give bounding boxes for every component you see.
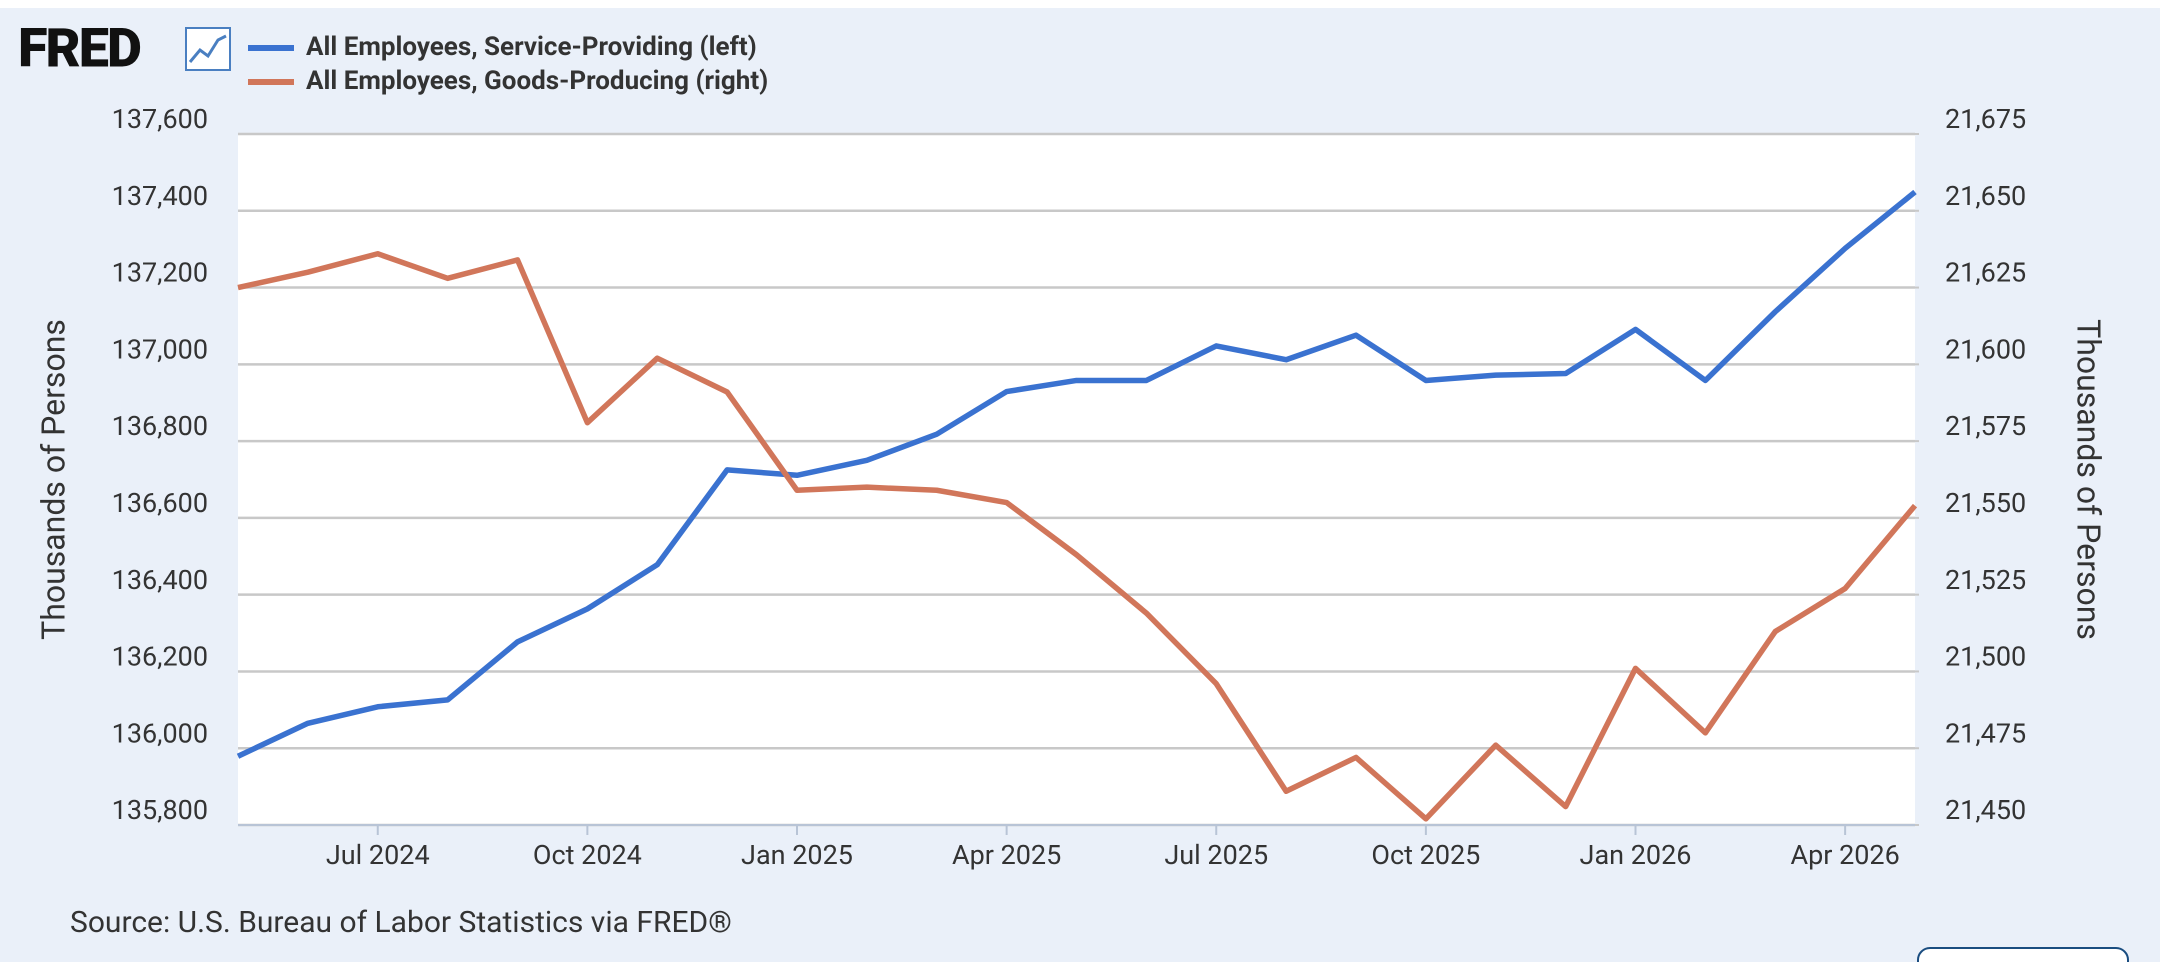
x-tick-label: Jul 2024	[326, 839, 430, 871]
x-tick-label: Oct 2025	[1371, 839, 1480, 871]
y2-tick-label: 21,525	[1945, 564, 2026, 596]
source: Source: U.S. Bureau of Labor Statistics …	[70, 905, 732, 940]
y-tick-label: 136,000	[112, 717, 208, 749]
y2-tick-label: 21,550	[1945, 487, 2026, 519]
x-tick-label: Apr 2025	[952, 839, 1061, 871]
legend-label: All Employees, Goods-Producing (right)	[306, 66, 768, 96]
y2-tick-label: 21,500	[1945, 641, 2026, 673]
x-tick-label: Oct 2024	[533, 839, 642, 871]
button[interactable]	[1917, 947, 2129, 962]
series-line	[237, 251, 1918, 822]
y2-tick-label: 21,650	[1945, 180, 2026, 212]
y-axis-title: Thousands of Persons	[34, 319, 72, 640]
y2-tick-label: 21,675	[1945, 103, 2026, 135]
y-tick-label: 136,800	[112, 410, 208, 442]
y2-tick-label: 21,575	[1945, 410, 2026, 442]
series-line	[236, 189, 1917, 759]
x-tick-label: Apr 2026	[1790, 839, 1899, 871]
y-tick-label: 137,200	[112, 257, 208, 289]
x-tick-label: Jan 2026	[1580, 839, 1692, 871]
y-tick-label: 136,200	[112, 641, 208, 673]
x-tick-label: Jul 2025	[1164, 839, 1268, 871]
y-tick-label: 137,000	[112, 333, 208, 365]
logo: FRED	[18, 17, 141, 80]
y2-tick-label: 21,450	[1945, 794, 2026, 826]
legend-label: All Employees, Service-Providing (left)	[306, 32, 757, 62]
y2-tick-label: 21,600	[1945, 333, 2026, 365]
x-tick-label: Jan 2025	[741, 839, 853, 871]
y-tick-label: 135,800	[112, 794, 208, 826]
y2-tick-label: 21,625	[1945, 257, 2026, 289]
logo-icon	[185, 27, 231, 71]
y-tick-label: 136,600	[112, 487, 208, 519]
plot-area	[238, 134, 1915, 825]
y-tick-label: 137,600	[112, 103, 208, 135]
y2-tick-label: 21,475	[1945, 717, 2026, 749]
y2-axis-title: Thousands of Persons	[2070, 319, 2108, 640]
y-tick-label: 137,400	[112, 180, 208, 212]
y-tick-label: 136,400	[112, 564, 208, 596]
